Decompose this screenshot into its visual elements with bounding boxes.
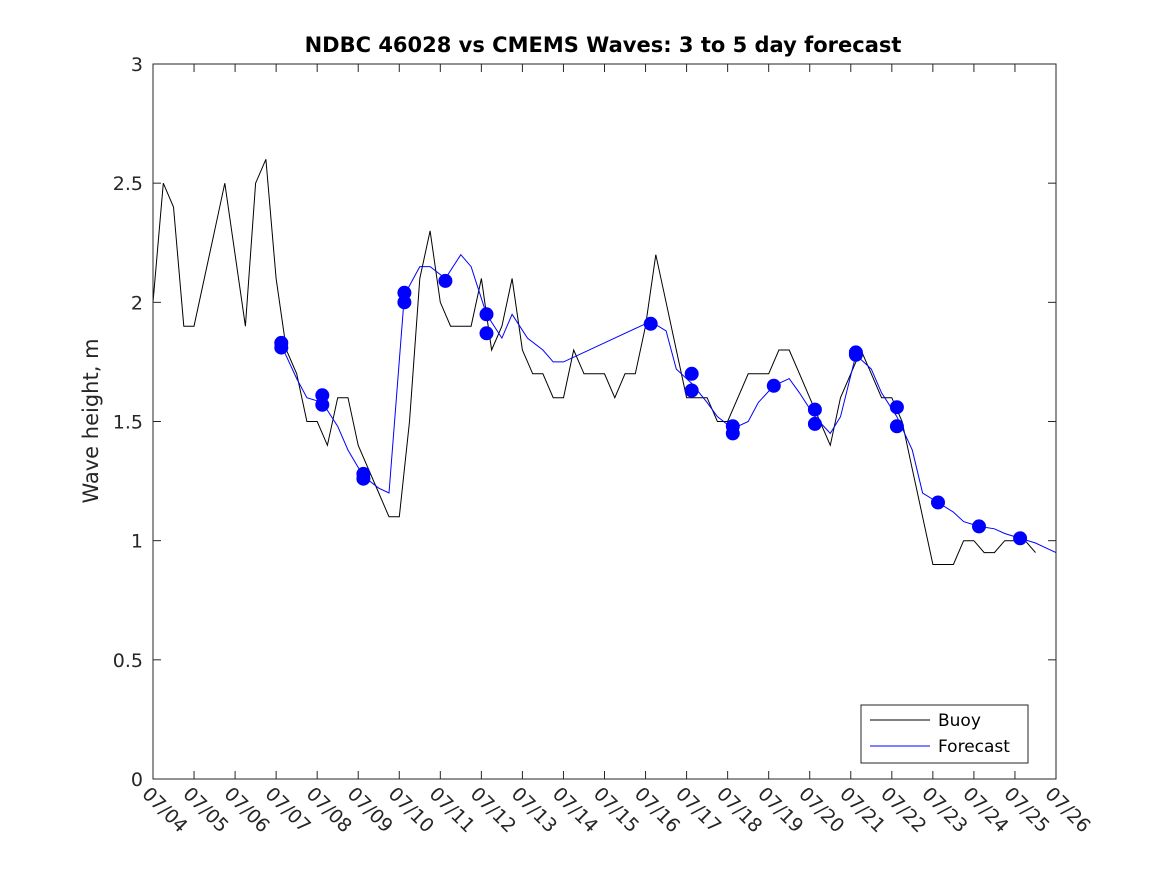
x-tick-label: 07/05	[178, 783, 232, 837]
forecast-marker	[684, 383, 699, 398]
forecast-marker	[643, 316, 658, 331]
x-tick-label: 07/15	[589, 783, 643, 837]
y-tick-label: 0	[131, 769, 143, 791]
legend: Buoy Forecast	[860, 704, 1029, 764]
forecast-marker	[807, 416, 822, 431]
x-tick-label: 07/11	[425, 783, 479, 837]
x-tick-label: 07/13	[507, 783, 561, 837]
x-tick-label: 07/09	[343, 783, 397, 837]
chart-title: NDBC 46028 vs CMEMS Waves: 3 to 5 day fo…	[305, 33, 902, 57]
y-tick-label: 1	[131, 531, 143, 553]
forecast-marker	[889, 419, 904, 434]
x-tick-label: 07/19	[753, 783, 807, 837]
axes-box	[152, 63, 1057, 780]
series-line-buoy	[152, 159, 1036, 565]
forecast-marker	[397, 295, 412, 310]
forecast-marker	[889, 400, 904, 415]
forecast-marker	[972, 519, 986, 534]
x-tick-label: 07/24	[958, 783, 1012, 837]
y-tick-label: 0.5	[113, 650, 143, 672]
x-tick-label: 07/22	[876, 783, 930, 837]
forecast-marker	[848, 347, 863, 362]
forecast-marker	[1013, 531, 1028, 546]
x-tick-label: 07/07	[261, 783, 315, 837]
forecast-marker	[684, 366, 699, 381]
forecast-marker	[725, 426, 740, 441]
y-axis-label: Wave height, m	[79, 338, 103, 503]
forecast-marker	[766, 378, 781, 393]
x-tick-label: 07/06	[220, 783, 274, 837]
legend-buoy-label: Buoy	[938, 711, 981, 731]
legend-box	[860, 704, 1029, 764]
x-tick-label: 07/20	[794, 783, 848, 837]
x-tick-label: 07/14	[548, 783, 602, 837]
x-tick-label: 07/17	[671, 783, 725, 837]
x-tick-label: 07/12	[466, 783, 520, 837]
forecast-marker	[479, 307, 494, 322]
x-tick-label: 07/10	[384, 783, 438, 837]
forecast-marker	[479, 326, 494, 341]
x-tick-label: 07/21	[835, 783, 889, 837]
forecast-marker	[438, 273, 453, 288]
y-tick-label: 1.5	[113, 412, 143, 434]
forecast-marker	[274, 340, 289, 355]
x-tick-label: 07/26	[1040, 783, 1094, 837]
y-tick-label: 2	[131, 292, 143, 314]
legend-forecast-label: Forecast	[938, 737, 1010, 757]
x-tick-label: 07/25	[999, 783, 1053, 837]
x-tick-label: 07/16	[630, 783, 684, 837]
x-tick-label: 07/04	[137, 783, 191, 837]
forecast-marker	[356, 471, 371, 486]
x-tick-label: 07/08	[302, 783, 356, 837]
y-tick-label: 2.5	[113, 173, 143, 195]
x-tick-label: 07/18	[712, 783, 766, 837]
y-tick-label: 3	[131, 54, 143, 76]
forecast-marker	[315, 397, 330, 412]
forecast-marker	[807, 402, 822, 417]
plot-area	[152, 159, 1057, 565]
x-tick-label: 07/23	[917, 783, 971, 837]
forecast-marker	[931, 495, 945, 510]
